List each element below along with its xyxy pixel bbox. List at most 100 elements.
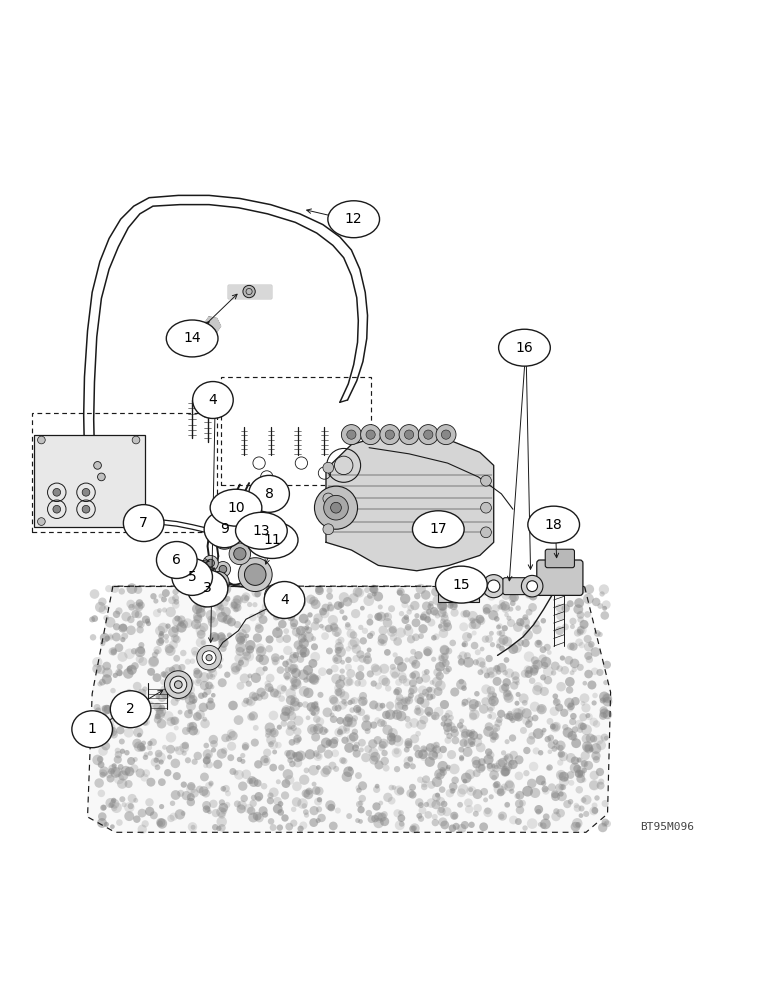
Circle shape bbox=[350, 697, 358, 704]
Circle shape bbox=[142, 686, 147, 692]
Circle shape bbox=[420, 698, 429, 708]
Ellipse shape bbox=[249, 475, 290, 512]
Circle shape bbox=[440, 821, 449, 829]
Circle shape bbox=[328, 762, 337, 770]
Circle shape bbox=[129, 713, 137, 721]
Circle shape bbox=[202, 801, 211, 810]
Circle shape bbox=[127, 600, 135, 608]
Circle shape bbox=[438, 629, 449, 638]
Circle shape bbox=[97, 818, 107, 828]
Circle shape bbox=[567, 771, 574, 779]
Circle shape bbox=[143, 755, 148, 760]
Circle shape bbox=[579, 713, 587, 721]
Circle shape bbox=[384, 649, 391, 656]
Circle shape bbox=[469, 822, 475, 828]
Circle shape bbox=[100, 772, 106, 778]
Circle shape bbox=[551, 724, 558, 731]
Circle shape bbox=[583, 811, 589, 817]
Circle shape bbox=[90, 616, 95, 622]
Circle shape bbox=[363, 655, 372, 664]
Circle shape bbox=[296, 655, 304, 663]
Circle shape bbox=[240, 753, 245, 758]
Circle shape bbox=[528, 732, 536, 740]
Circle shape bbox=[385, 430, 394, 439]
Circle shape bbox=[521, 575, 543, 597]
Circle shape bbox=[503, 636, 512, 646]
Circle shape bbox=[279, 613, 286, 620]
Circle shape bbox=[285, 599, 295, 609]
Circle shape bbox=[538, 822, 543, 827]
Circle shape bbox=[381, 811, 388, 818]
Circle shape bbox=[449, 782, 458, 791]
Circle shape bbox=[275, 742, 282, 748]
Circle shape bbox=[173, 673, 180, 679]
Circle shape bbox=[204, 687, 212, 695]
Circle shape bbox=[312, 782, 317, 787]
Circle shape bbox=[354, 680, 361, 687]
Circle shape bbox=[335, 808, 341, 814]
Circle shape bbox=[287, 711, 296, 720]
Circle shape bbox=[445, 648, 452, 654]
Circle shape bbox=[457, 722, 463, 729]
Circle shape bbox=[446, 733, 452, 739]
Circle shape bbox=[459, 755, 464, 760]
Circle shape bbox=[378, 634, 388, 644]
Circle shape bbox=[591, 700, 597, 706]
Circle shape bbox=[138, 657, 147, 666]
Circle shape bbox=[293, 716, 303, 726]
Circle shape bbox=[195, 625, 206, 636]
Circle shape bbox=[508, 644, 518, 654]
Circle shape bbox=[441, 801, 448, 807]
Circle shape bbox=[213, 760, 222, 769]
Circle shape bbox=[140, 745, 146, 751]
Circle shape bbox=[247, 602, 252, 607]
Circle shape bbox=[99, 606, 107, 614]
Circle shape bbox=[121, 766, 130, 775]
Circle shape bbox=[388, 797, 395, 805]
Circle shape bbox=[310, 596, 319, 606]
Circle shape bbox=[492, 733, 499, 740]
Circle shape bbox=[391, 785, 396, 790]
Circle shape bbox=[245, 634, 249, 638]
Circle shape bbox=[529, 677, 536, 684]
Circle shape bbox=[341, 737, 349, 744]
Circle shape bbox=[499, 684, 508, 693]
Circle shape bbox=[193, 712, 201, 721]
Circle shape bbox=[166, 682, 171, 687]
Circle shape bbox=[486, 763, 493, 769]
Circle shape bbox=[211, 693, 215, 698]
Circle shape bbox=[557, 791, 567, 801]
Circle shape bbox=[346, 678, 354, 686]
Circle shape bbox=[185, 659, 191, 665]
Circle shape bbox=[165, 607, 176, 617]
Circle shape bbox=[404, 747, 410, 753]
Circle shape bbox=[141, 741, 146, 745]
Circle shape bbox=[137, 601, 145, 609]
Circle shape bbox=[600, 697, 606, 704]
Circle shape bbox=[147, 741, 153, 746]
Circle shape bbox=[443, 667, 450, 674]
Circle shape bbox=[127, 583, 137, 594]
Circle shape bbox=[137, 733, 142, 737]
Circle shape bbox=[369, 700, 378, 709]
Circle shape bbox=[367, 593, 373, 599]
Circle shape bbox=[109, 647, 117, 655]
Circle shape bbox=[485, 635, 493, 643]
Circle shape bbox=[439, 746, 447, 753]
Text: 18: 18 bbox=[545, 518, 563, 532]
Circle shape bbox=[418, 816, 424, 822]
Circle shape bbox=[334, 688, 342, 696]
Circle shape bbox=[432, 814, 438, 820]
Circle shape bbox=[220, 598, 229, 607]
Circle shape bbox=[148, 751, 153, 756]
Circle shape bbox=[347, 629, 356, 638]
Circle shape bbox=[243, 651, 254, 661]
Circle shape bbox=[355, 671, 364, 680]
Ellipse shape bbox=[435, 566, 487, 603]
Circle shape bbox=[320, 609, 330, 618]
Circle shape bbox=[310, 705, 320, 716]
Circle shape bbox=[293, 738, 300, 745]
Circle shape bbox=[234, 770, 244, 780]
Circle shape bbox=[208, 572, 229, 593]
Circle shape bbox=[108, 768, 115, 775]
